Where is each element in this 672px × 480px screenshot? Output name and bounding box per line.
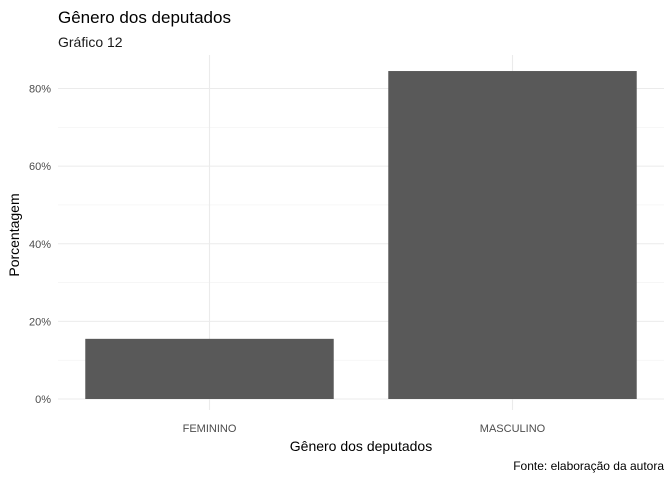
x-axis-title: Gênero dos deputados bbox=[290, 438, 432, 454]
y-tick-label: 0% bbox=[35, 394, 51, 406]
y-tick-label: 60% bbox=[29, 161, 51, 173]
y-tick-label: 80% bbox=[29, 84, 51, 96]
x-tick-label: FEMININO bbox=[183, 423, 237, 435]
y-tick-label: 40% bbox=[29, 239, 51, 251]
chart-title: Gênero dos deputados bbox=[58, 8, 231, 27]
y-axis-title: Porcentagem bbox=[6, 193, 22, 276]
y-tick-labels: 0% 20% 40% 60% 80% bbox=[29, 84, 51, 407]
bar-masculino bbox=[388, 71, 637, 400]
x-tick-label: MASCULINO bbox=[480, 423, 546, 435]
y-tick-label: 20% bbox=[29, 316, 51, 328]
bar-feminino bbox=[85, 338, 334, 399]
chart-subtitle: Gráfico 12 bbox=[58, 34, 123, 50]
bars bbox=[85, 71, 637, 400]
chart-caption: Fonte: elaboração da autora bbox=[513, 459, 664, 473]
x-tick-labels: FEMININO MASCULINO bbox=[183, 423, 546, 435]
